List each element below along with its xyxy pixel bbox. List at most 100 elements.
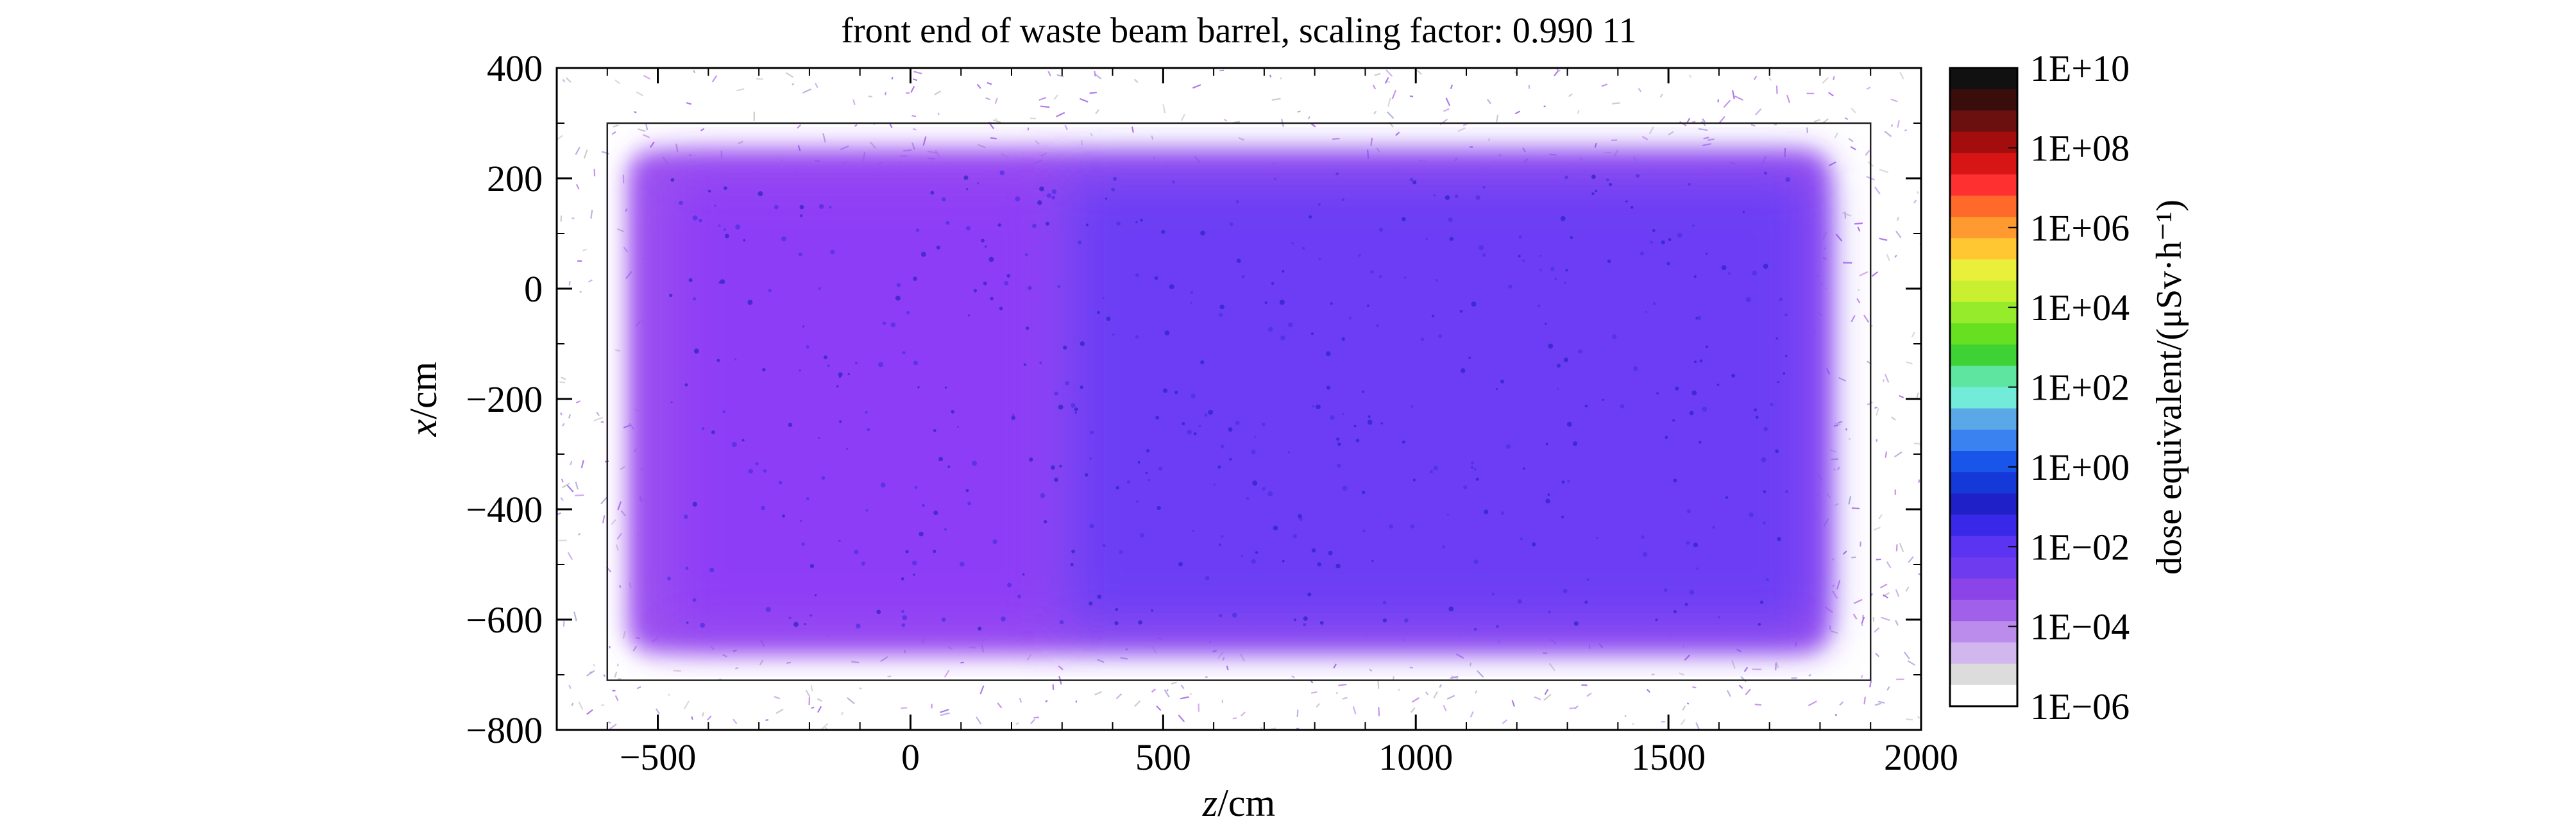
speckle xyxy=(614,695,619,701)
speckle xyxy=(1917,191,1919,194)
field-speckle xyxy=(1591,174,1596,180)
field-speckle xyxy=(1241,275,1245,278)
x-tick-label: 1000 xyxy=(1378,736,1453,778)
speckle xyxy=(840,145,849,151)
field-speckle xyxy=(1193,432,1197,436)
field-speckle xyxy=(1032,223,1037,228)
field-speckle xyxy=(1500,511,1505,515)
field-speckle xyxy=(1164,330,1170,335)
colorbar-segment xyxy=(1950,217,2017,239)
speckle xyxy=(1831,590,1838,599)
field-speckle xyxy=(1012,414,1015,416)
field-speckle xyxy=(1591,192,1595,196)
field-speckle xyxy=(945,221,950,225)
speckle xyxy=(574,494,584,496)
field-speckle xyxy=(1718,616,1720,618)
field-speckle xyxy=(685,566,689,570)
field-speckle xyxy=(1070,563,1074,566)
speckle xyxy=(1743,666,1749,672)
field-speckle xyxy=(830,250,835,255)
speckle xyxy=(1842,550,1847,555)
speckle xyxy=(575,183,580,190)
field-speckle xyxy=(1191,393,1196,398)
speckle xyxy=(1842,212,1852,217)
field-speckle xyxy=(1403,276,1407,279)
field-speckle xyxy=(1232,613,1237,618)
field-speckle xyxy=(1254,436,1257,438)
field-speckle xyxy=(1745,297,1751,303)
speckle xyxy=(1594,142,1597,148)
field-speckle xyxy=(793,622,799,627)
speckle xyxy=(792,83,795,86)
field-speckle xyxy=(1291,242,1294,244)
speckle xyxy=(1838,377,1847,382)
field-speckle xyxy=(1473,627,1477,631)
field-speckle xyxy=(1004,281,1009,286)
field-speckle xyxy=(1425,237,1428,241)
field-speckle xyxy=(747,300,753,305)
speckle xyxy=(561,377,566,380)
speckle xyxy=(1686,117,1691,124)
field-speckle xyxy=(1636,173,1640,178)
speckle xyxy=(1754,108,1762,115)
field-speckle xyxy=(1770,403,1774,407)
speckle xyxy=(1385,69,1393,77)
y-axis-unit: /cm xyxy=(402,362,445,419)
speckle xyxy=(1156,705,1162,711)
field-speckle xyxy=(1640,251,1645,256)
speckle xyxy=(756,78,763,80)
speckle xyxy=(568,684,572,690)
speckle xyxy=(797,145,801,151)
field-speckle xyxy=(1080,385,1083,389)
field-speckle xyxy=(1596,536,1598,539)
speckle xyxy=(1577,110,1580,115)
speckle xyxy=(1269,74,1272,78)
speckle xyxy=(1897,120,1900,128)
field-speckle xyxy=(914,486,918,489)
field-speckle xyxy=(973,289,978,292)
field-speckle xyxy=(1784,355,1788,357)
field-speckle xyxy=(947,465,951,468)
field-speckle xyxy=(1378,227,1384,232)
field-speckle xyxy=(1208,409,1214,415)
field-speckle xyxy=(669,293,673,298)
field-speckle xyxy=(1672,419,1675,422)
field-speckle xyxy=(847,373,851,376)
colorbar-segment xyxy=(1950,579,2017,600)
field-speckle xyxy=(1402,440,1405,444)
field-speckle xyxy=(985,245,987,248)
field-speckle xyxy=(1065,381,1069,385)
field-speckle xyxy=(814,594,817,597)
speckle xyxy=(1548,663,1555,672)
field-speckle xyxy=(818,204,824,209)
field-speckle xyxy=(821,476,826,480)
field-speckle xyxy=(1135,221,1138,224)
field-speckle xyxy=(809,614,813,617)
field-speckle xyxy=(1325,351,1331,357)
field-speckle xyxy=(1668,238,1672,241)
speckle xyxy=(1894,451,1902,458)
speckle xyxy=(1445,97,1451,106)
field-speckle xyxy=(1205,576,1210,580)
colorbar-segment xyxy=(1950,196,2017,217)
field-speckle xyxy=(836,385,839,388)
field-speckle xyxy=(1420,337,1425,341)
field-speckle xyxy=(1461,368,1466,373)
x-tick-label: 1500 xyxy=(1631,736,1706,778)
colorbar-tick-label: 1E+00 xyxy=(2030,446,2130,488)
speckle xyxy=(1409,95,1414,97)
field-speckle xyxy=(1264,301,1267,304)
speckle xyxy=(582,248,587,251)
dose-field xyxy=(627,151,1831,653)
speckle xyxy=(1908,555,1914,563)
field-speckle xyxy=(774,205,779,210)
field-speckle xyxy=(804,623,806,625)
speckle xyxy=(847,697,855,704)
field-speckle xyxy=(1777,380,1779,384)
speckle xyxy=(1352,706,1357,715)
speckle xyxy=(910,85,915,93)
field-speckle xyxy=(933,549,936,554)
speckle xyxy=(617,501,622,511)
field-speckle xyxy=(1661,240,1665,244)
speckle xyxy=(1876,407,1879,416)
